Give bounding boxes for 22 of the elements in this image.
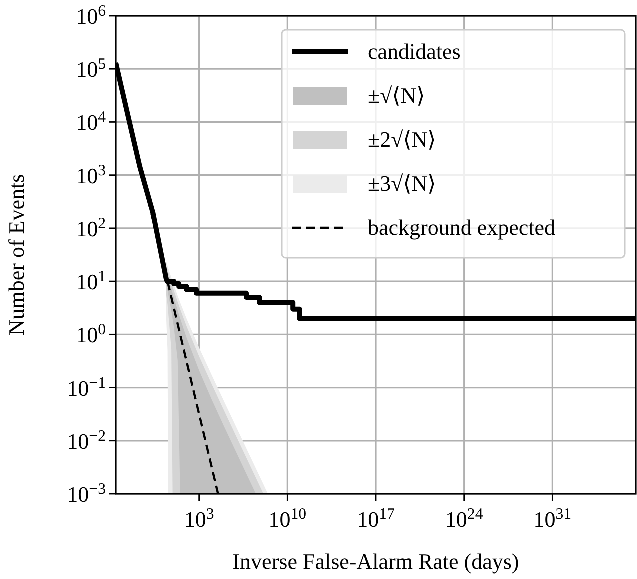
- legend-label: candidates: [368, 39, 461, 64]
- legend-label: ±3√⟨N⟩: [368, 171, 436, 196]
- y-tick-label: 10$^{0}$: [76, 321, 106, 348]
- y-tick-label: 10$^{−3}$: [67, 480, 106, 507]
- y-tick-label: 10$^{2}$: [76, 214, 106, 242]
- x-tick-label: 10$^{3}$: [184, 506, 214, 532]
- y-tick-label: 10$^{−1}$: [67, 374, 106, 401]
- y-tick-label: 10$^{−2}$: [67, 427, 106, 454]
- y-tick-label: 10$^{6}$: [76, 2, 106, 29]
- x-tick-label: 10$^{17}$: [357, 506, 395, 532]
- x-axis-title: Inverse False-Alarm Rate (days): [232, 549, 520, 574]
- x-tick-label: 10$^{24}$: [445, 506, 484, 532]
- y-axis-title: Number of Events: [4, 174, 29, 336]
- legend-label: ±2√⟨N⟩: [368, 127, 436, 152]
- x-tick-label: 10$^{10}$: [268, 506, 307, 532]
- legend-label: background expected: [368, 215, 556, 240]
- y-tick-label: 10$^{1}$: [76, 268, 106, 295]
- y-tick-label: 10$^{5}$: [76, 56, 106, 82]
- x-tick-label: 10$^{31}$: [534, 506, 572, 532]
- y-tick-label: 10$^{4}$: [76, 108, 106, 136]
- legend-label: ±√⟨N⟩: [368, 83, 426, 108]
- y-tick-label: 10$^{3}$: [76, 162, 106, 188]
